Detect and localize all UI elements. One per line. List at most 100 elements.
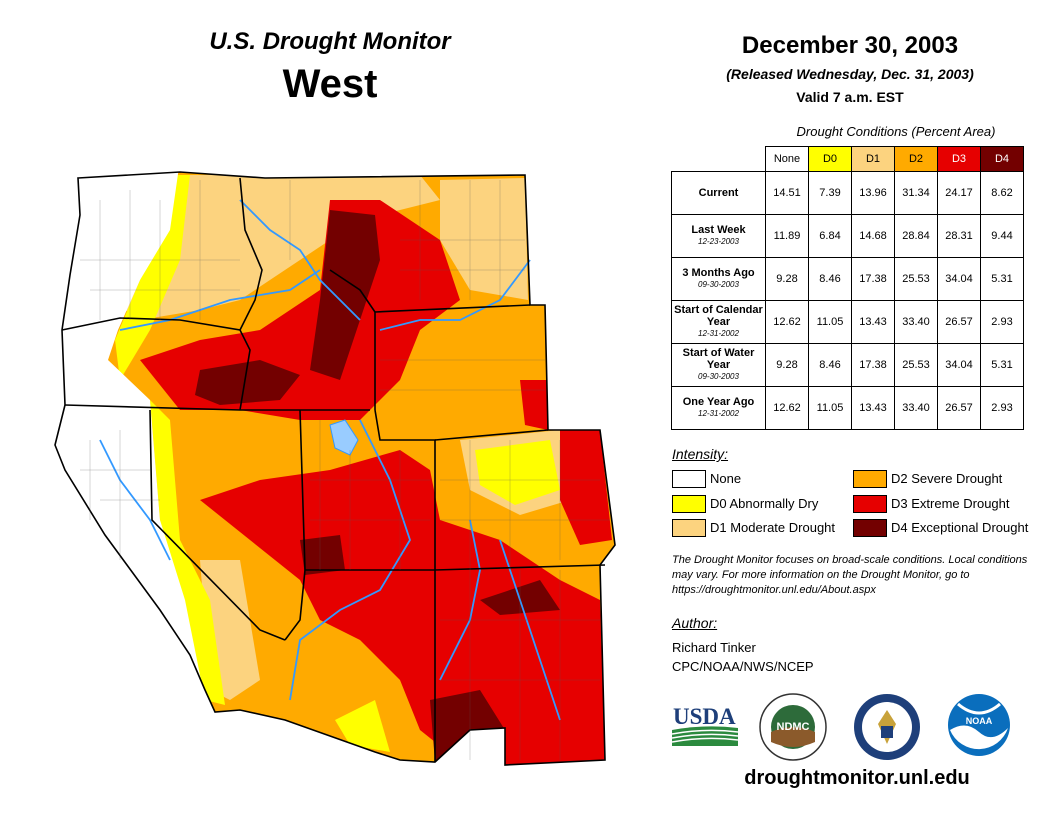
- table-cell: 12.62: [765, 300, 809, 344]
- noaa-logo-icon: NOAA: [948, 694, 1010, 756]
- row-sublabel: 09-30-2003: [698, 280, 739, 289]
- valid-time: Valid 7 a.m. EST: [796, 89, 904, 105]
- map-date: December 30, 2003: [741, 32, 959, 59]
- river-snake: [239, 199, 361, 321]
- row-label-text: Start of Calendar Year: [674, 304, 763, 328]
- d4-area-idaho: [310, 210, 380, 380]
- table-cell: 34.04: [937, 257, 981, 301]
- county-lines-newmexico: [440, 570, 600, 760]
- row-sublabel: 09-30-2003: [698, 372, 739, 381]
- drought-table: None D0 D1 D2 D3 D4 Current 14.51 7.39 1…: [671, 146, 1024, 430]
- table-title: Drought Conditions (Percent Area): [796, 124, 996, 139]
- row-label-text: Last Week: [691, 224, 746, 236]
- county-lines: [80, 180, 610, 760]
- table-row-one-year: One Year Ago 12-31-2002 12.62 11.05 13.43…: [671, 386, 1024, 430]
- table-cell: 14.68: [851, 214, 895, 258]
- legend-swatch: [853, 519, 887, 537]
- table-row-water-year: Start of Water Year 09-30-2003 9.28 8.46 …: [671, 343, 1024, 387]
- drought-map: [54, 171, 616, 766]
- region-title: West: [282, 62, 378, 106]
- table-cell: 5.31: [980, 257, 1024, 301]
- border-ut-co: [374, 409, 436, 570]
- county-lines-horiz: [80, 239, 545, 391]
- table-corner: [672, 147, 766, 172]
- west-outline: [54, 171, 616, 766]
- table-cell: 9.44: [980, 214, 1024, 258]
- table-cell: 26.57: [937, 386, 981, 430]
- website-url[interactable]: droughtmonitor.unl.edu: [744, 767, 970, 789]
- table-cell: 17.38: [851, 257, 895, 301]
- row-sublabel: 12-31-2002: [698, 329, 739, 338]
- legend-swatch: [853, 495, 887, 513]
- row-label: Start of Water Year 09-30-2003: [671, 343, 766, 387]
- border-ca-nv: [149, 409, 286, 641]
- table-cell: 2.93: [980, 300, 1024, 344]
- author-heading: Author:: [672, 615, 718, 631]
- table-cell: 11.89: [765, 214, 809, 258]
- legend-title: Intensity:: [672, 446, 729, 462]
- row-label: Start of Calendar Year 12-31-2002: [671, 300, 766, 344]
- d0-area-colorado: [475, 440, 560, 505]
- table-cell: 13.96: [851, 171, 895, 215]
- border-wa-id: [239, 177, 263, 331]
- table-cell: 8.62: [980, 171, 1024, 215]
- col-header-d4: D4: [980, 146, 1024, 172]
- author-block: Richard Tinker CPC/NOAA/NWS/NCEP: [672, 638, 814, 676]
- d3-area-east: [560, 430, 612, 545]
- seal-shield: [881, 726, 893, 738]
- legend-swatch: [672, 495, 706, 513]
- d0-area-oregon: [115, 175, 190, 380]
- row-sublabel: 12-23-2003: [698, 237, 739, 246]
- table-cell: 12.62: [765, 386, 809, 430]
- legend-label: D1 Moderate Drought: [710, 520, 836, 535]
- row-label: Current: [671, 171, 766, 215]
- col-header-d0: D0: [808, 146, 852, 172]
- disclaimer-note: The Drought Monitor focuses on broad-sca…: [672, 554, 1028, 596]
- table-row-last-week: Last Week 12-23-2003 11.89 6.84 14.68 28.…: [671, 214, 1024, 258]
- table-cell: 13.43: [851, 300, 895, 344]
- table-cell: 8.46: [808, 343, 852, 387]
- county-lines-california: [80, 430, 160, 560]
- table-row-current: Current 14.51 7.39 13.96 31.34 24.17 8.6…: [671, 171, 1024, 215]
- d0-area-california: [150, 400, 225, 705]
- row-label-text: Start of Water Year: [682, 347, 755, 371]
- table-cell: 28.31: [937, 214, 981, 258]
- row-label: 3 Months Ago 09-30-2003: [671, 257, 766, 301]
- border-id-mt: [329, 269, 376, 313]
- monitor-title: U.S. Drought Monitor: [209, 28, 451, 55]
- border-nv-ut-az: [284, 409, 306, 641]
- usda-logo-icon: USDA: [672, 704, 738, 746]
- river-columbia: [119, 269, 321, 331]
- row-label-text: 3 Months Ago: [682, 267, 755, 279]
- legend-swatch: [853, 470, 887, 488]
- row-label: Last Week 12-23-2003: [671, 214, 766, 258]
- table-cell: 8.46: [808, 257, 852, 301]
- table-cell: 9.28: [765, 343, 809, 387]
- row-label-text: One Year Ago: [682, 396, 755, 408]
- table-cell: 28.84: [894, 214, 938, 258]
- table-cell: 2.93: [980, 386, 1024, 430]
- table-cell: 25.53: [894, 257, 938, 301]
- table-cell: 6.84: [808, 214, 852, 258]
- border-or-ca-nv-id-ut: [64, 404, 370, 411]
- ndmc-logo-icon: NDMC: [759, 693, 827, 761]
- county-lines-utah: [310, 420, 430, 570]
- d1-area-montana: [440, 178, 528, 300]
- legend-swatch: [672, 470, 706, 488]
- table-cell: 13.43: [851, 386, 895, 430]
- col-header-d1: D1: [851, 146, 895, 172]
- table-cell: 26.57: [937, 300, 981, 344]
- table-cell: 14.51: [765, 171, 809, 215]
- legend-label: D3 Extreme Drought: [891, 496, 1010, 511]
- d4-area-nevada: [300, 535, 345, 575]
- border-co-wy: [434, 429, 549, 441]
- row-label-text: Current: [698, 187, 739, 199]
- row-label: One Year Ago 12-31-2002: [671, 386, 766, 430]
- author-name: Richard Tinker: [672, 640, 756, 655]
- table-row-calendar-year: Start of Calendar Year 12-31-2002 12.62 1…: [671, 300, 1024, 344]
- state-borders: [54, 171, 616, 766]
- border-wa-or: [61, 317, 251, 411]
- d3-area-north: [140, 200, 460, 420]
- legend-label: D2 Severe Drought: [891, 471, 1003, 486]
- table-cell: 9.28: [765, 257, 809, 301]
